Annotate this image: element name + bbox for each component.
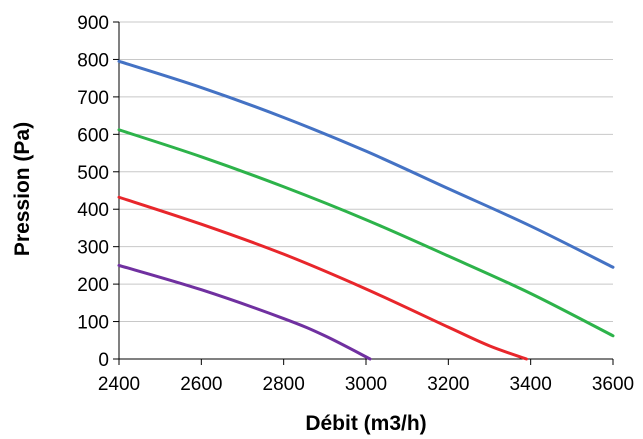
gridlines <box>119 21 613 323</box>
x-tick-label-0: 2400 <box>98 374 140 395</box>
y-tick-label-3: 300 <box>77 238 109 259</box>
series-lines <box>117 59 615 361</box>
x-tick-label-6: 3600 <box>592 374 634 395</box>
y-tick-label-0: 0 <box>98 350 109 371</box>
y-tick-label-8: 800 <box>77 50 109 71</box>
y-tick-label-9: 900 <box>77 13 109 34</box>
y-tick-label-6: 600 <box>77 125 109 146</box>
series-line-1 <box>117 128 615 338</box>
tick-labels: 0 100 200 300 400 500 600 700 800 900 2400 2600 2800… <box>77 13 634 395</box>
y-tick-label-5: 500 <box>77 163 109 184</box>
y-tick-label-1: 100 <box>77 313 109 334</box>
x-tick-label-3: 3000 <box>345 374 387 395</box>
x-axis-title: Débit (m3/h) <box>305 412 426 435</box>
y-tick-label-4: 400 <box>77 200 109 221</box>
y-tick-label-7: 700 <box>77 88 109 109</box>
series-line-3 <box>117 263 372 361</box>
y-tick-label-2: 200 <box>77 275 109 296</box>
series-line-0 <box>117 59 615 269</box>
axes <box>113 21 614 365</box>
x-tick-label-5: 3400 <box>510 374 552 395</box>
x-tick-label-2: 2800 <box>263 374 305 395</box>
x-tick-label-4: 3200 <box>427 374 469 395</box>
y-axis-title: Pression (Pa) <box>11 122 34 256</box>
series-line-2 <box>117 195 529 361</box>
x-tick-label-1: 2600 <box>180 374 222 395</box>
